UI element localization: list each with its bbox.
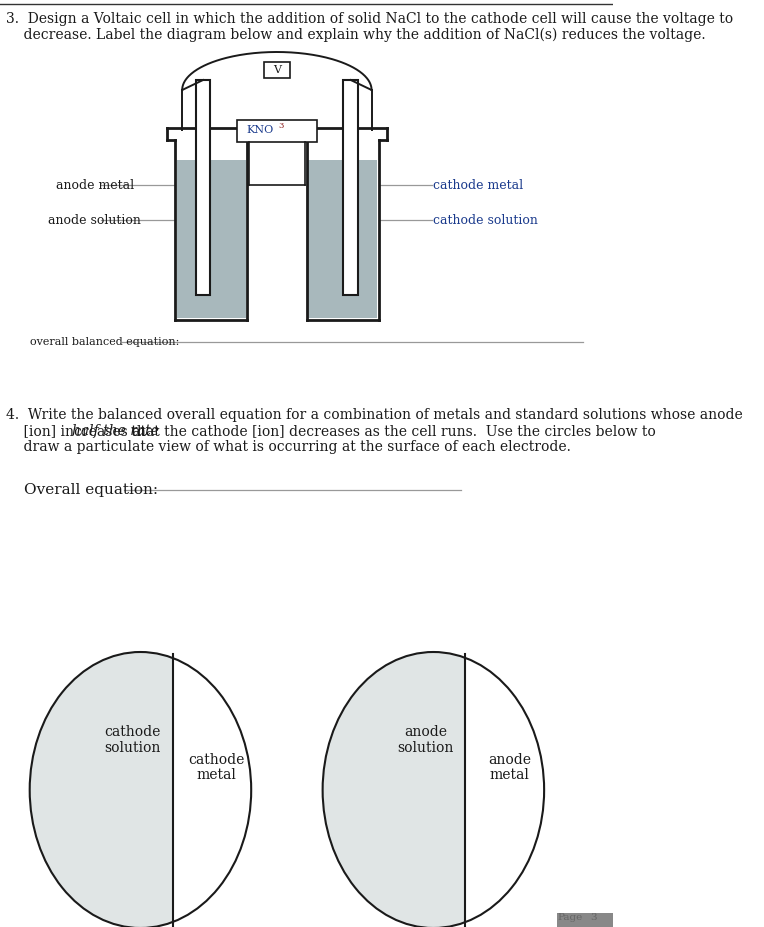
- Bar: [344, 80, 358, 295]
- Bar: [196, 80, 210, 295]
- Bar: [465, 647, 592, 927]
- Text: V: V: [273, 65, 281, 75]
- Text: cathode solution: cathode solution: [433, 213, 539, 226]
- Text: [ion] increases at: [ion] increases at: [6, 424, 151, 438]
- Text: 3: 3: [279, 122, 284, 130]
- Text: metal: metal: [197, 768, 237, 782]
- Text: decrease. Label the diagram below and explain why the addition of NaCl(s) reduce: decrease. Label the diagram below and ex…: [6, 28, 706, 43]
- Text: 3.  Design a Voltaic cell in which the addition of solid NaCl to the cathode cel: 3. Design a Voltaic cell in which the ad…: [6, 12, 733, 26]
- Text: cathode: cathode: [189, 753, 245, 767]
- Text: solution: solution: [397, 741, 454, 755]
- Text: cathode: cathode: [104, 725, 160, 739]
- Text: anode metal: anode metal: [57, 179, 134, 192]
- Text: cathode metal: cathode metal: [433, 179, 523, 192]
- Text: half the rate: half the rate: [73, 424, 159, 438]
- Text: Overall equation:: Overall equation:: [24, 483, 158, 497]
- Circle shape: [30, 652, 251, 927]
- Text: anode: anode: [488, 753, 531, 767]
- Bar: [557, 913, 613, 927]
- Text: solution: solution: [104, 741, 160, 755]
- Bar: [176, 160, 245, 318]
- Bar: [237, 120, 317, 142]
- Text: KNO: KNO: [247, 125, 274, 135]
- Text: 4.  Write the balanced overall equation for a combination of metals and standard: 4. Write the balanced overall equation f…: [6, 408, 743, 422]
- Text: metal: metal: [490, 768, 529, 782]
- Circle shape: [322, 652, 544, 927]
- Text: that the cathode [ion] decreases as the cell runs.  Use the circles below to: that the cathode [ion] decreases as the …: [127, 424, 656, 438]
- Text: draw a particulate view of what is occurring at the surface of each electrode.: draw a particulate view of what is occur…: [6, 440, 571, 454]
- Bar: [308, 160, 377, 318]
- Text: anode: anode: [404, 725, 447, 739]
- Bar: [173, 647, 299, 927]
- Bar: [264, 62, 290, 78]
- Text: 3: 3: [591, 913, 597, 922]
- Text: overall balanced equation:: overall balanced equation:: [31, 337, 180, 347]
- Text: anode solution: anode solution: [48, 213, 141, 226]
- Text: Page: Page: [557, 913, 582, 922]
